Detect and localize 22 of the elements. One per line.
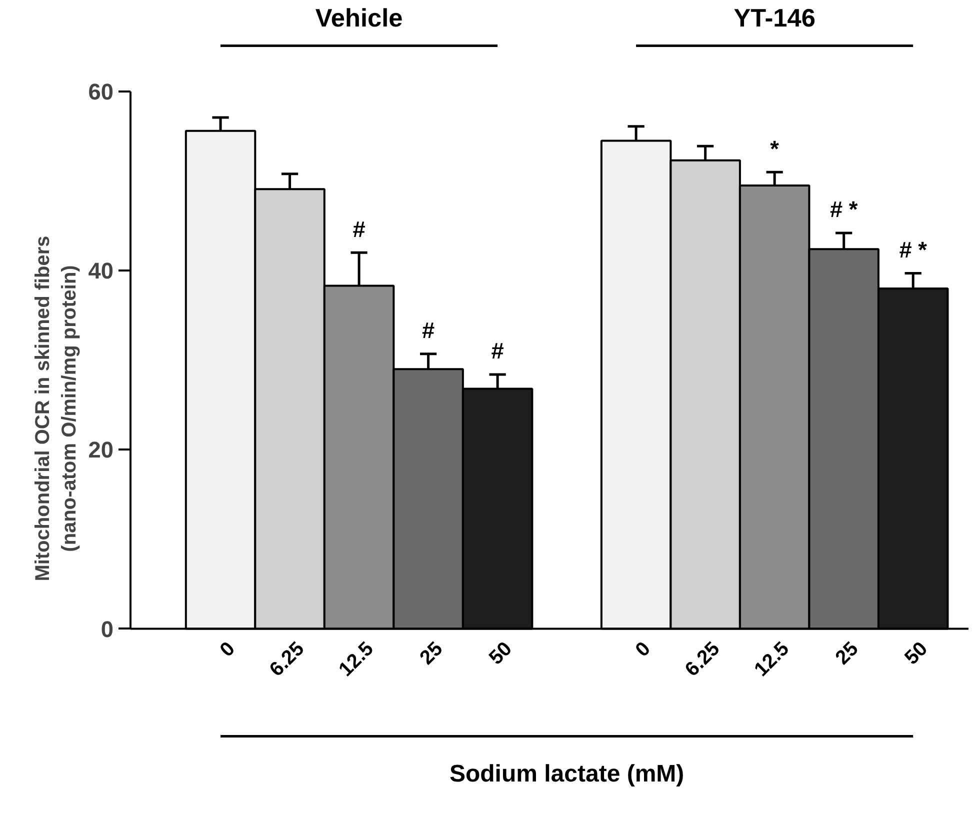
x-tick-label: 50 [900,638,932,670]
x-tick-label: 25 [416,638,448,670]
y-tick-label: 0 [100,616,114,642]
x-tick-label: 6.25 [681,638,724,681]
x-axis-title: Sodium lactate (mM) [449,760,684,788]
data-label: # [422,317,435,344]
data-label: # [491,338,504,364]
data-label: # * [899,236,928,263]
data-label: * [770,135,780,162]
text: Vehicle [315,4,403,32]
y-tick-label: 40 [88,258,114,284]
x-tick-label: 25 [831,638,863,670]
y-tick-label: 60 [88,78,114,104]
y-tick-label: 20 [88,436,114,463]
x-tick-label: 50 [485,638,516,670]
x-tick-label: 0 [216,638,240,662]
x-tick-label: 6.25 [266,638,309,681]
y-axis-title: Mitochondrial OCR in skinned fibers (nano-atom O/min/mg protein) [32,236,80,582]
x-tick-label: 0 [632,638,655,662]
data-label: # * [830,196,858,222]
data-label: # [352,216,366,242]
text: YT-146 [734,4,816,32]
